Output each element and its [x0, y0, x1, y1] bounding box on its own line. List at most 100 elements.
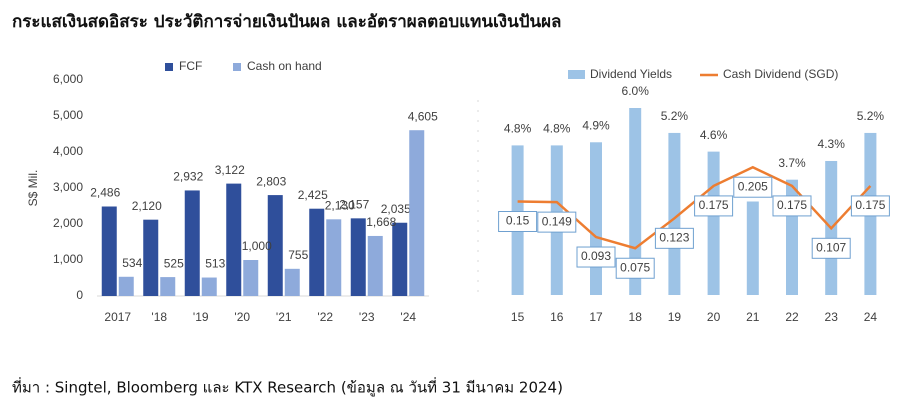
- value-label-box: [654, 227, 694, 249]
- value-label: 0.075: [620, 260, 650, 274]
- bar: [707, 151, 720, 295]
- bar: [326, 219, 342, 296]
- y-tick-label: 3,000: [53, 180, 83, 194]
- value-label: 2,130: [325, 198, 355, 212]
- y-tick-label: 0: [76, 288, 83, 302]
- value-label: 0.175: [855, 198, 885, 212]
- bar: [367, 235, 383, 296]
- x-tick-label: '19: [193, 310, 209, 324]
- value-label: 2,157: [339, 198, 369, 212]
- value-label: 0.205: [738, 179, 768, 193]
- value-label: 5.2%: [857, 109, 885, 123]
- x-tick-label: 2017: [104, 310, 131, 324]
- value-label: 0.15: [506, 214, 530, 228]
- x-tick-label: 16: [550, 310, 564, 324]
- bar: [201, 277, 217, 296]
- x-tick-label: 24: [864, 310, 878, 324]
- value-label: 3,122: [215, 163, 245, 177]
- y-axis-label: S$ Mil.: [26, 170, 40, 207]
- value-label: 0.123: [659, 231, 689, 245]
- value-label: 513: [205, 257, 225, 271]
- value-label-box: [850, 195, 890, 217]
- value-label: 534: [122, 256, 142, 270]
- x-tick-label: '20: [234, 310, 250, 324]
- bar: [309, 208, 325, 296]
- value-label: 5.2%: [661, 109, 689, 123]
- value-label: 525: [164, 256, 184, 270]
- value-label: 2,486: [90, 186, 120, 200]
- x-tick-label: 20: [707, 310, 721, 324]
- value-label: 0.175: [777, 198, 807, 212]
- bar: [746, 201, 759, 295]
- value-label-box: [772, 195, 812, 217]
- value-label: 755: [288, 248, 308, 262]
- value-label: 4.6%: [700, 128, 728, 142]
- value-label: 4.8%: [543, 122, 571, 136]
- legend-label: Cash on hand: [247, 59, 322, 73]
- value-label: 4.8%: [504, 122, 532, 136]
- bar: [350, 218, 366, 296]
- bar: [590, 142, 602, 295]
- x-tick-label: '22: [317, 310, 333, 324]
- x-tick-label: 18: [629, 310, 643, 324]
- value-label: 2,120: [132, 199, 162, 213]
- legend-swatch: [233, 63, 241, 71]
- legend-label: FCF: [179, 59, 202, 73]
- bar: [160, 277, 176, 296]
- value-label: 6.0%: [622, 84, 650, 98]
- x-tick-label: '21: [276, 310, 292, 324]
- y-tick-label: 4,000: [53, 144, 83, 158]
- x-tick-label: 21: [746, 310, 760, 324]
- bar: [243, 260, 259, 296]
- x-tick-label: '23: [359, 310, 375, 324]
- value-label: 1,668: [366, 215, 396, 229]
- value-label-box: [576, 246, 616, 268]
- x-tick-label: '18: [151, 310, 167, 324]
- legend-swatch: [165, 63, 173, 71]
- value-label: 2,425: [298, 188, 328, 202]
- value-label-box: [615, 257, 655, 279]
- value-label: 3.7%: [778, 156, 806, 170]
- bar: [184, 190, 200, 296]
- legend-swatch: [568, 70, 585, 79]
- value-label: 2,803: [256, 174, 286, 188]
- x-tick-label: 22: [785, 310, 799, 324]
- y-tick-label: 6,000: [53, 72, 83, 86]
- x-tick-label: 17: [589, 310, 603, 324]
- value-label: 4,605: [408, 109, 438, 123]
- bar: [118, 276, 134, 296]
- bar: [284, 268, 300, 296]
- value-label: 4.9%: [582, 118, 610, 132]
- value-label: 1,000: [242, 239, 272, 253]
- value-label: 2,932: [173, 170, 203, 184]
- bar: [392, 222, 408, 296]
- bar: [101, 206, 117, 296]
- y-tick-label: 2,000: [53, 216, 83, 230]
- bar: [143, 219, 159, 296]
- value-label: 0.175: [699, 198, 729, 212]
- value-label: 0.107: [816, 240, 846, 254]
- bar: [226, 183, 242, 296]
- value-label-box: [811, 237, 851, 259]
- source-note: ที่มา : Singtel, Bloomberg และ KTX Resea…: [12, 377, 563, 397]
- x-tick-label: 15: [511, 310, 525, 324]
- x-tick-label: 23: [825, 310, 839, 324]
- value-label-box: [498, 211, 538, 232]
- value-label: 2,035: [381, 202, 411, 216]
- line: [517, 165, 872, 250]
- value-label-box: [694, 195, 734, 217]
- x-tick-label: 19: [668, 310, 682, 324]
- y-tick-label: 1,000: [53, 252, 83, 266]
- value-label-box: [733, 176, 773, 198]
- x-tick-label: '24: [400, 310, 416, 324]
- bar: [668, 132, 681, 295]
- bar: [409, 130, 425, 296]
- legend-label: Dividend Yields: [590, 67, 672, 81]
- value-label: 4.3%: [818, 137, 846, 151]
- value-label: 0.149: [542, 214, 572, 228]
- page-title: กระแสเงินสดอิสระ ประวัติการจ่ายเงินปันผล…: [12, 12, 561, 32]
- value-label: 0.093: [581, 249, 611, 263]
- y-tick-label: 5,000: [53, 108, 83, 122]
- value-label-box: [537, 211, 577, 233]
